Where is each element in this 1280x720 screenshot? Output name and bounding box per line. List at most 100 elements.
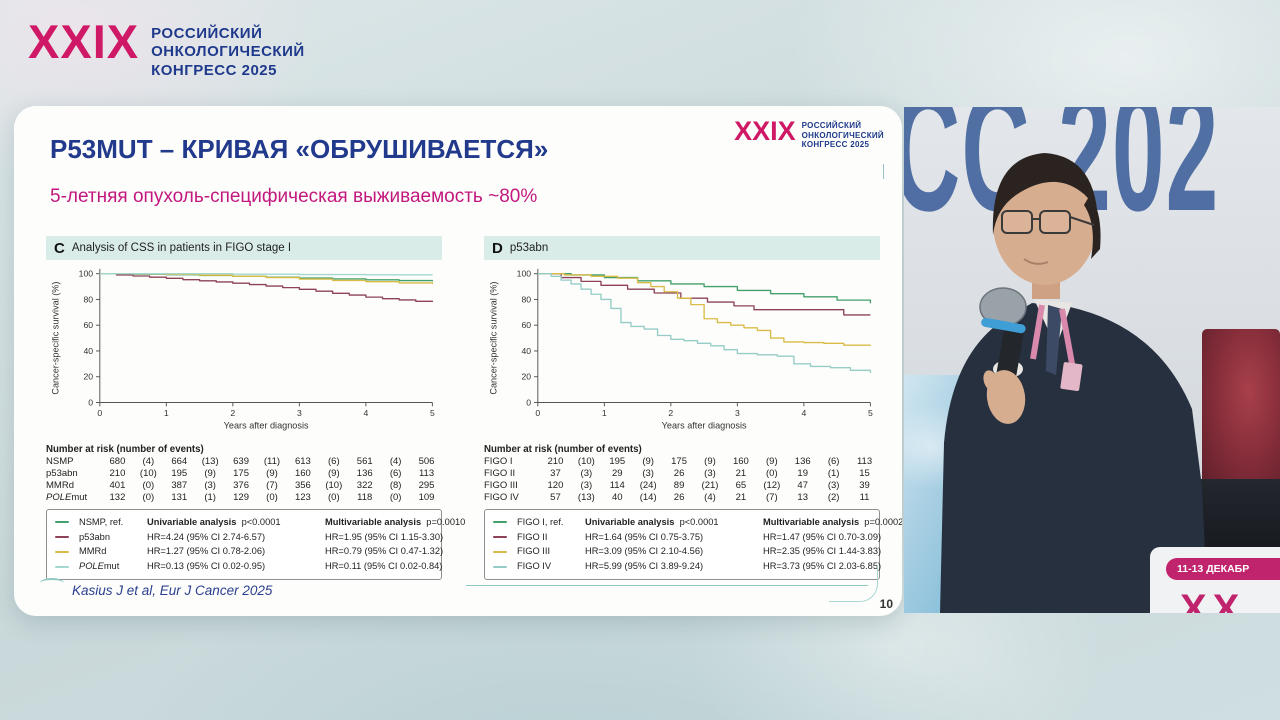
legend-dash-icon: [55, 550, 69, 553]
risk-value: 195: [171, 468, 188, 479]
risk-value: (0): [142, 479, 155, 491]
risk-table-header: Number at risk (number of events): [46, 444, 204, 455]
legend-multivariable: HR=0.79 (95% CI 0.47-1.32): [325, 546, 444, 557]
x-axis-title: Years after diagnosis: [662, 420, 747, 430]
risk-value: (4): [704, 491, 716, 503]
legend-dash-icon: [55, 535, 69, 538]
risk-value: 39: [859, 479, 870, 491]
risk-row-label: FIGO I: [484, 456, 513, 468]
y-tick-label: 20: [521, 372, 531, 382]
legend-dash-icon: [493, 550, 507, 553]
speaker-tie: [1046, 305, 1062, 375]
x-tick-label: 2: [230, 408, 235, 418]
risk-value: (7): [766, 491, 778, 503]
badge: [1060, 362, 1083, 391]
risk-value: (6): [328, 456, 340, 468]
risk-value: 15: [859, 468, 870, 479]
panel-c: C Analysis of CSS in patients in FIGO st…: [46, 236, 465, 581]
risk-value: 109: [418, 491, 435, 503]
risk-value: (9): [766, 456, 778, 468]
risk-value: 123: [294, 491, 311, 503]
risk-value: (13): [201, 456, 219, 468]
legend-univariable: HR=1.64 (95% CI 0.75-3.75): [585, 531, 704, 542]
risk-value: 57: [550, 491, 561, 503]
risk-value: (9): [328, 468, 340, 479]
risk-value: 506: [418, 456, 435, 468]
glasses-right-lens: [1039, 210, 1071, 234]
legend-dash-icon: [55, 565, 69, 568]
km-series-figo-iv: [537, 273, 872, 373]
risk-value: 175: [233, 468, 249, 479]
km-series-polemut: [99, 273, 434, 276]
risk-value: (3): [704, 468, 716, 479]
congress-line-1: РОССИЙСКИЙ: [151, 25, 263, 42]
km-series-p53abn: [99, 273, 434, 303]
legend-row: NSMP, ref. Univariable analysis p<0.0001 M…: [55, 515, 465, 530]
legend-multivariable: HR=3.73 (95% CI 2.03-6.85): [763, 561, 882, 572]
risk-value: 210: [547, 456, 564, 468]
legend-row: MMRd HR=1.27 (95% CI 0.78-2.06) HR=0.79 (9…: [55, 544, 443, 559]
y-tick-label: 20: [83, 372, 93, 382]
x-tick-label: 4: [363, 408, 368, 418]
risk-value: (9): [266, 468, 278, 479]
legend-univariable: HR=5.99 (95% CI 3.89-9.24): [585, 561, 704, 572]
legend-label: NSMP, ref.: [79, 516, 124, 527]
legend-univariable: HR=3.09 (95% CI 2.10-4.56): [585, 546, 704, 557]
risk-value: (14): [639, 491, 657, 503]
x-tick-label: 5: [430, 408, 435, 418]
risk-value: 376: [233, 479, 249, 491]
legend-label: FIGO III: [517, 546, 551, 557]
x-axis-title: Years after diagnosis: [224, 420, 309, 430]
legend-row: p53abn HR=4.24 (95% CI 2.74-6.57) HR=1.95 …: [55, 530, 443, 545]
risk-row: FIGO IV 57 (13) 40 (14) 26 (4) 21 (7) 13 (2) 11: [484, 492, 880, 504]
risk-table-d: Number at risk (number of events) FIGO I 2…: [484, 444, 880, 504]
risk-row-label: p53abn: [46, 468, 78, 479]
risk-value: (0): [328, 491, 340, 503]
risk-value: 113: [856, 456, 873, 468]
logo-tick-line: [882, 164, 884, 179]
legend-row: FIGO I, ref. Univariable analysis p<0.000…: [493, 515, 902, 530]
legend-dash-icon: [493, 521, 507, 524]
risk-table-header: Number at risk (number of events): [484, 444, 642, 455]
slide-logo-line-3: КОНГРЕСС 2025: [801, 140, 870, 150]
panel-d: D p53abn 0 20 40 60 80 100 0 1 2 3 4 5 Years after d…: [484, 236, 902, 581]
congress-line-2: ОНКОЛОГИЧЕСКИЙ: [151, 43, 305, 61]
risk-value: (4): [142, 456, 155, 468]
legend-box-d: FIGO I, ref. Univariable analysis p<0.000…: [484, 508, 902, 581]
slide: XXIX РОССИЙСКИЙ ОНКОЛОГИЧЕСКИЙ КОНГРЕСС …: [14, 106, 902, 616]
risk-row-label: FIGO II: [484, 468, 516, 479]
panel-d-header: D p53abn: [484, 236, 880, 260]
legend-multivariable: Multivariable analysis p=0.0010: [325, 516, 466, 527]
legend-label: POLEmut: [79, 561, 120, 572]
risk-value: 26: [673, 468, 685, 479]
legend-dash-icon: [55, 521, 69, 524]
y-tick-label: 40: [83, 346, 93, 356]
km-series-figo-ii: [537, 273, 871, 316]
speaker-mouth: [1023, 258, 1049, 265]
risk-value: 21: [735, 468, 747, 479]
legend-row: FIGO IV HR=5.99 (95% CI 3.89-9.24) HR=3.73…: [493, 559, 881, 574]
legend-dash-icon: [493, 535, 507, 538]
speaker-thumb: [983, 370, 999, 392]
risk-value: (11): [263, 456, 281, 468]
congress-banner: XXIX РОССИЙСКИЙ ОНКОЛОГИЧЕСКИЙ КОНГРЕСС …: [28, 18, 305, 80]
legend-multivariable: HR=1.47 (95% CI 0.70-3.09): [763, 531, 882, 542]
risk-value: (9): [704, 456, 716, 468]
km-chart-p53abn: 0 20 40 60 80 100 0 1 2 3 4 5 Years after diagnosis C…: [488, 269, 872, 431]
legend-univariable: HR=0.13 (95% CI 0.02-0.95): [147, 561, 266, 572]
risk-value: 37: [550, 468, 561, 479]
risk-value: (2): [827, 491, 840, 503]
panel-d-title: p53abn: [509, 242, 549, 254]
risk-value: (12): [763, 479, 781, 491]
risk-value: (6): [389, 468, 402, 479]
risk-value: (3): [204, 479, 216, 491]
risk-value: 160: [294, 468, 311, 479]
legend-univariable: HR=4.24 (95% CI 2.74-6.57): [147, 531, 266, 542]
risk-value: (0): [389, 491, 402, 503]
slide-title: P53MUT – КРИВАЯ «ОБРУШИВАЕТСЯ»: [50, 134, 549, 164]
x-tick-label: 0: [97, 408, 102, 418]
risk-value: 11: [859, 491, 870, 503]
risk-value: (8): [389, 479, 402, 491]
risk-value: 114: [609, 479, 625, 491]
risk-value: 21: [735, 491, 747, 503]
